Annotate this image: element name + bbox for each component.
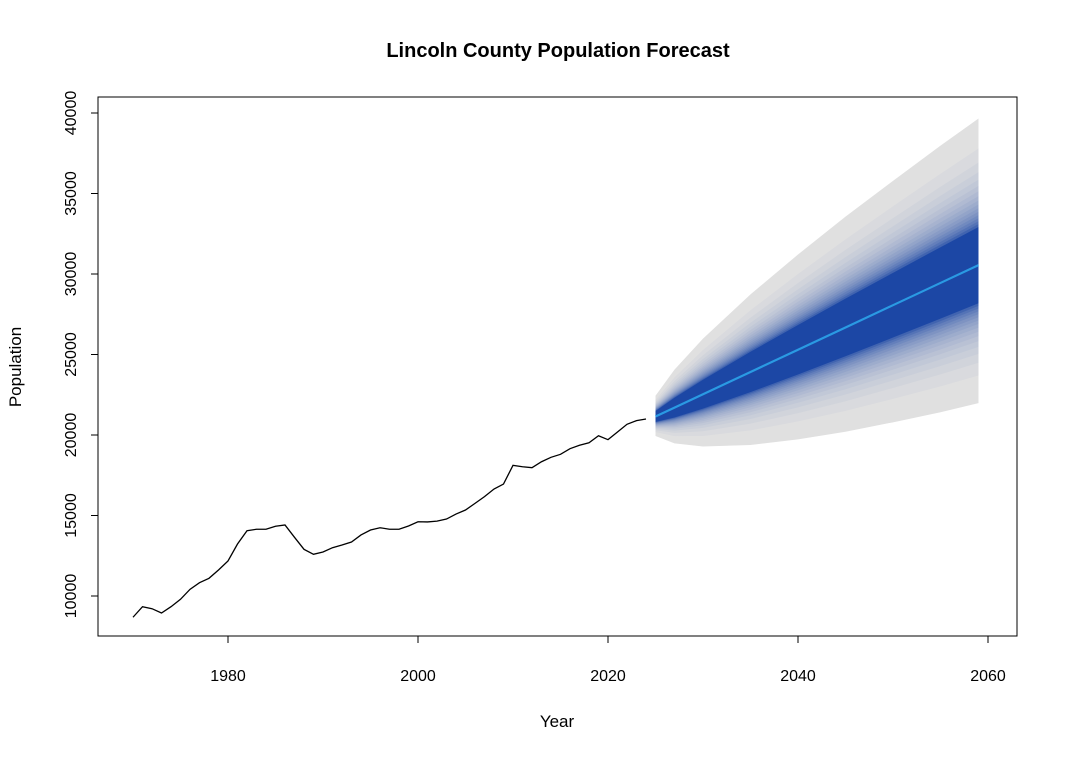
forecast-mean-line bbox=[655, 264, 979, 418]
x-tick-label: 2000 bbox=[400, 668, 436, 685]
forecast-fan bbox=[655, 118, 979, 447]
x-axis: 1980 2000 2020 2040 2060 bbox=[210, 635, 1006, 685]
chart-title: Lincoln County Population Forecast bbox=[386, 40, 730, 62]
history-line bbox=[132, 418, 647, 618]
y-tick-label: 40000 bbox=[63, 91, 80, 136]
x-axis-label: Year bbox=[540, 712, 575, 731]
y-axis: 10000 15000 20000 25000 30000 35000 40000 bbox=[63, 91, 99, 619]
y-tick-label: 25000 bbox=[63, 332, 80, 377]
x-tick-label: 2040 bbox=[780, 668, 816, 685]
x-tick-label: 2020 bbox=[590, 668, 626, 685]
y-tick-label: 35000 bbox=[63, 171, 80, 216]
y-axis-label: Population bbox=[6, 327, 25, 407]
y-tick-label: 10000 bbox=[63, 574, 80, 619]
y-tick-label: 15000 bbox=[63, 493, 80, 538]
y-tick-label: 30000 bbox=[63, 252, 80, 297]
fan-band-51 bbox=[655, 226, 979, 422]
x-tick-label: 1980 bbox=[210, 668, 246, 685]
x-tick-label: 2060 bbox=[970, 668, 1006, 685]
series-lines bbox=[132, 264, 979, 618]
y-tick-label: 20000 bbox=[63, 413, 80, 458]
